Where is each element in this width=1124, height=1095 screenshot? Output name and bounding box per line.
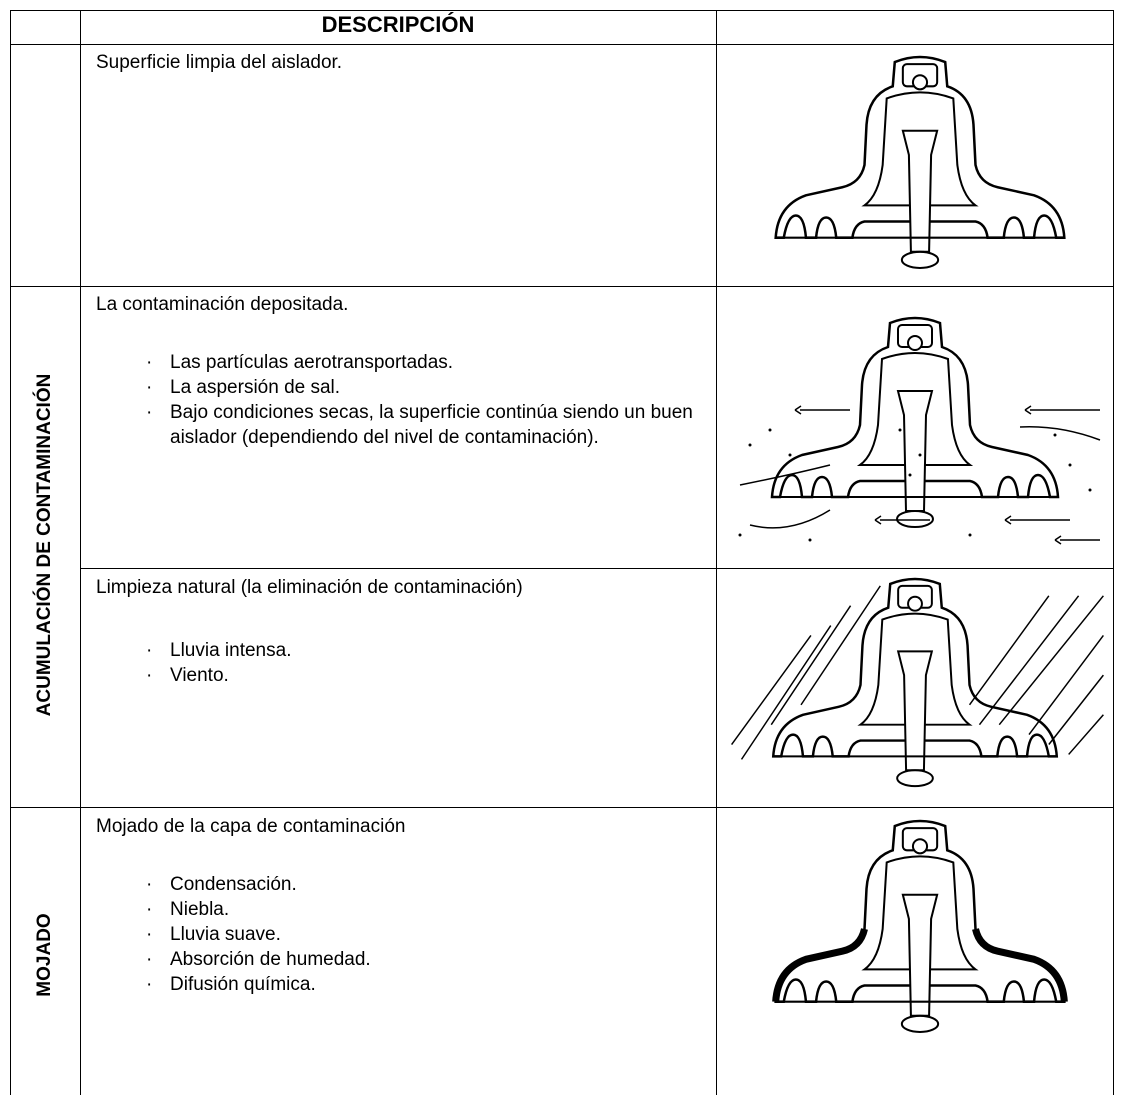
list-item: Lluvia suave. <box>146 922 710 947</box>
row-text: Mojado de la capa de contaminación <box>96 816 406 837</box>
border <box>80 10 81 1095</box>
bullet-list: Lluvia intensa. Viento. <box>146 638 710 688</box>
header: DESCRIPCIÓN <box>321 12 475 37</box>
group-label: ACUMULACIÓN DE CONTAMINACIÓN <box>34 373 55 717</box>
list-item: Niebla. <box>146 897 710 922</box>
list-item: La aspersión de sal. <box>146 375 710 400</box>
list-item: Bajo condiciones secas, la superficie co… <box>146 400 710 450</box>
list-item: Viento. <box>146 663 710 688</box>
bullet-list: Condensación. Niebla. Lluvia suave. Abso… <box>146 872 710 997</box>
border <box>80 568 1114 569</box>
border <box>10 44 1114 45</box>
row-text: La contaminación depositada. <box>96 294 349 315</box>
bullet-list: Las partículas aerotransportadas. La asp… <box>146 350 710 450</box>
list-item: Absorción de humedad. <box>146 947 710 972</box>
border <box>10 10 1114 11</box>
border <box>10 286 1114 287</box>
group-label: MOJADO <box>34 913 55 997</box>
insulator-contamination <box>738 316 1101 545</box>
list-item: Condensación. <box>146 872 710 897</box>
border <box>1113 10 1114 1095</box>
insulator-wet <box>772 819 1068 1034</box>
border <box>10 807 1114 808</box>
border <box>716 10 717 1095</box>
list-item: Las partículas aerotransportadas. <box>146 350 710 375</box>
list-item: Difusión química. <box>146 972 710 997</box>
row-text: Limpieza natural (la eliminación de cont… <box>96 577 523 598</box>
insulator-clean <box>774 55 1066 270</box>
row-text: Superficie limpia del aislador. <box>96 52 343 73</box>
list-item: Lluvia intensa. <box>146 638 710 663</box>
border <box>10 10 11 1095</box>
insulator-cleaning <box>731 577 1104 788</box>
